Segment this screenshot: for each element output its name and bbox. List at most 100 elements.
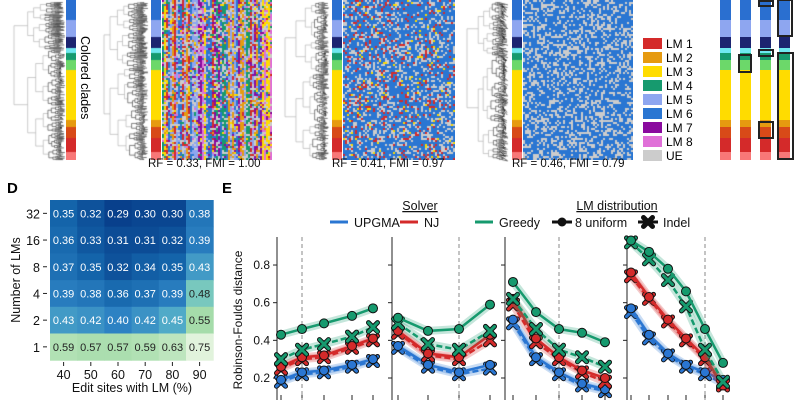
clade-segment: [760, 152, 771, 160]
heatmap-cell: [77, 306, 105, 334]
highlight-box: [777, 0, 793, 37]
heatmap-cell: [131, 333, 160, 361]
cell-value: 0.55: [189, 315, 210, 327]
data-point-nj-uniform: [531, 333, 541, 344]
clade-comparison-bars: [720, 0, 794, 160]
data-point-upgma-uniform: [681, 359, 691, 370]
cell-value: 0.35: [53, 208, 74, 220]
heatmap-cell: [186, 333, 214, 361]
data-point-upgma-uniform: [347, 359, 357, 370]
cell-value: 0.48: [189, 288, 210, 300]
cell-value: 0.32: [107, 262, 128, 274]
data-point-upgma-uniform: [531, 352, 541, 363]
cross-marker: [575, 350, 589, 365]
legend-item: LM 8: [643, 135, 693, 149]
legend-label: UE: [666, 148, 683, 163]
clade-segment: [740, 127, 751, 138]
data-point-upgma-uniform: [423, 359, 433, 370]
cross-fill: [662, 274, 674, 287]
cell-value: 0.30: [162, 208, 183, 220]
series-line-upgma-uniform: [397, 344, 491, 374]
cross-marker: [661, 273, 675, 288]
data-point-nj-uniform: [626, 267, 636, 278]
clade-segment: [720, 60, 731, 70]
cross-marker: [366, 320, 380, 335]
cell-value: 0.31: [107, 235, 128, 247]
legend-item: LM 7: [643, 121, 693, 135]
y-tick-label: 8: [33, 261, 40, 275]
cell-value: 0.42: [80, 315, 101, 327]
legend-item: LM 5: [643, 93, 693, 107]
cross-fill: [599, 360, 611, 373]
cell-value: 0.33: [80, 235, 101, 247]
heatmap-cell: [104, 200, 133, 228]
clade-segment: [760, 20, 771, 37]
y-tick-label: 32: [26, 207, 40, 221]
phylogenetic-tree-1: [102, 0, 150, 162]
cell-value: 0.35: [162, 262, 183, 274]
cross-marker: [641, 215, 655, 229]
y-tick-label: 1: [33, 341, 40, 355]
data-point-upgma-uniform: [485, 359, 495, 370]
heatmap-cell: [131, 253, 160, 281]
clade-segment: [720, 127, 731, 138]
heatmap-cell: [186, 306, 214, 334]
clade-segment: [779, 120, 790, 127]
heatmap-cell: [158, 280, 187, 308]
clade-segment: [779, 48, 790, 53]
data-point-upgma-uniform: [554, 367, 564, 378]
cell-value: 0.32: [162, 235, 183, 247]
heatmap-cell: [158, 200, 187, 228]
legend-item: LM 4: [643, 79, 693, 93]
clade-segment: [779, 53, 790, 60]
legend-item: LM 2: [643, 51, 693, 65]
heatmap-cell: [131, 280, 160, 308]
clade-segment: [720, 20, 731, 37]
cell-value: 0.34: [134, 262, 155, 274]
heatmap-cell: [158, 226, 187, 254]
legend-item: LM 1: [643, 37, 693, 51]
data-point-greedy-uniform: [276, 329, 286, 340]
cell-value: 0.63: [162, 342, 183, 354]
cell-value: 0.39: [162, 288, 183, 300]
series-line-greedy-uniform: [397, 303, 491, 333]
legend-swatch: [643, 108, 662, 119]
series-line-nj-uniform: [629, 271, 725, 387]
data-point-upgma-uniform: [454, 367, 464, 378]
phylogenetic-tree-2: [283, 0, 331, 162]
legend-swatch: [643, 122, 662, 133]
heatmap-cell: [186, 200, 214, 228]
clade-segment: [740, 70, 751, 120]
data-point-greedy-uniform: [485, 299, 495, 310]
x-tick-label: 40: [57, 368, 71, 382]
y-tick-label: 0.4: [253, 333, 270, 347]
x-tick-label: 80: [165, 368, 179, 382]
cell-value: 0.39: [189, 235, 210, 247]
clade-segment: [720, 0, 731, 20]
clade-segment: [760, 120, 771, 127]
data-point-greedy-uniform: [297, 324, 307, 335]
cell-value: 0.59: [134, 342, 155, 354]
cross-marker: [716, 374, 730, 389]
cross-fill: [346, 330, 358, 343]
legend-swatch: [643, 38, 662, 49]
cross-marker: [483, 323, 497, 338]
cell-value: 0.57: [80, 342, 101, 354]
phylogenetic-tree-3: [465, 0, 510, 162]
heatmap-cell: [186, 253, 214, 281]
clade-segment: [740, 152, 751, 160]
clade-segment: [740, 20, 751, 37]
cross-fill: [680, 300, 692, 313]
cross-fill: [576, 351, 588, 364]
cell-value: 0.57: [107, 342, 128, 354]
cross-marker: [642, 252, 656, 267]
cross-marker: [274, 352, 288, 367]
heatmap-cell: [50, 306, 78, 334]
cell-value: 0.37: [53, 262, 74, 274]
legend-label: 8 uniform: [575, 216, 627, 230]
heatmap-cell: [77, 280, 105, 308]
data-point-nj-uniform: [663, 314, 673, 325]
y-tick-label: 16: [26, 234, 40, 248]
data-point-greedy-uniform: [700, 324, 710, 335]
